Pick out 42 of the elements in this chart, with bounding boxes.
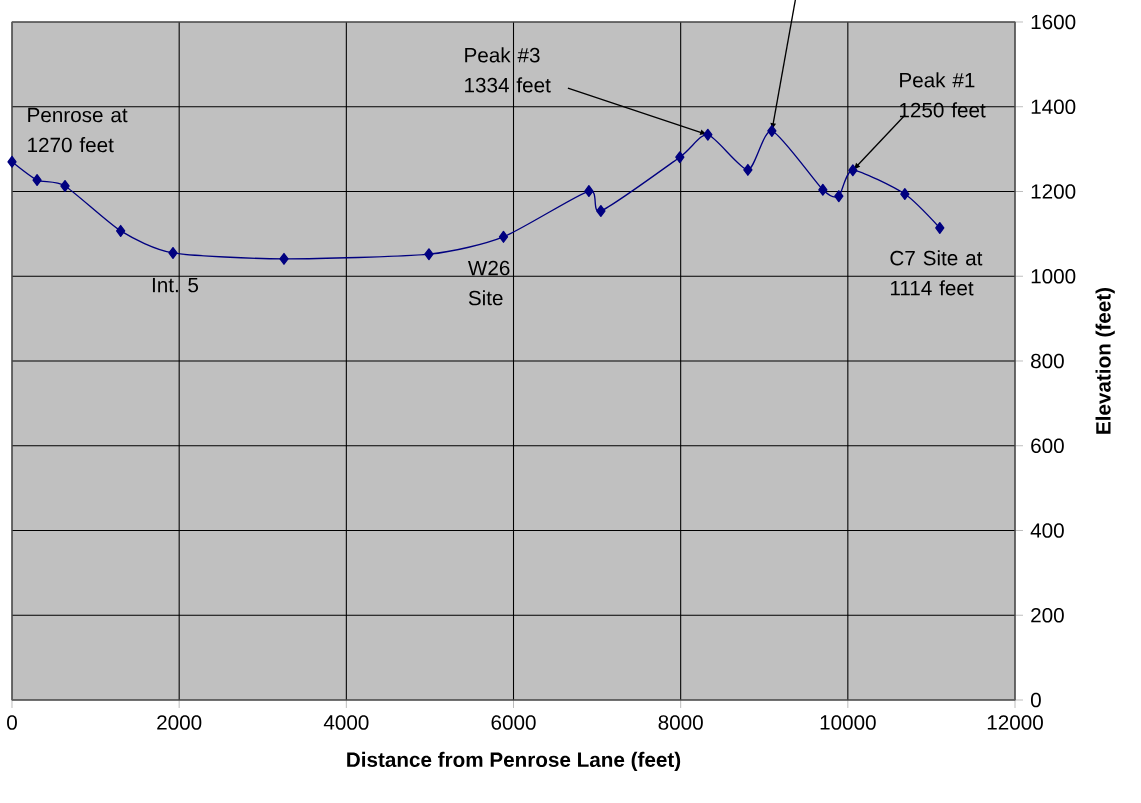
point [424,248,434,261]
x-tick-label: 6000 [491,715,536,730]
annotation: Peak #3 1334 feet [465,47,551,93]
annotation: C7 Site at 1114 feet [890,250,983,296]
point [32,174,42,187]
x-tick-label: 0 [7,715,17,730]
annotation: Int. 5 [152,277,199,293]
y-tick-label: 200 [1031,607,1064,623]
point [675,151,685,164]
point [7,155,17,168]
point [935,221,945,234]
y-tick-label: 600 [1031,438,1064,454]
y-tick-label: 1600 [1031,14,1076,30]
x-tick-label: 10000 [820,715,876,730]
point [498,230,509,243]
y-axis-title: Elevation (feet) [1095,287,1115,434]
annotation: W26 Site [467,260,510,306]
x-tick-label: 2000 [157,715,202,730]
point [834,190,844,203]
y-tick-label: 1000 [1031,268,1076,284]
point [767,124,777,137]
point [596,204,606,217]
y-tick-label: 1200 [1031,184,1076,199]
x-tick-label: 12000 [987,715,1043,730]
point [584,185,594,198]
y-tick-label: 400 [1030,523,1064,538]
x-axis-title: Distance from Penrose Lane (feet) [347,751,681,772]
y-tick-label: 1400 [1031,99,1076,115]
point [818,183,828,196]
point [900,188,910,201]
point [168,246,178,259]
point [115,224,126,237]
x-tick-label: 4000 [323,715,369,730]
y-tick-label: 0 [1030,692,1041,708]
y-tick-label: 800 [1031,353,1064,369]
point [279,252,289,265]
point [60,179,70,192]
point [703,128,713,141]
x-tick-label: 8000 [658,715,703,730]
annotation: Penrose at 1270 feet [28,107,128,153]
point [848,164,858,177]
point [743,163,753,176]
